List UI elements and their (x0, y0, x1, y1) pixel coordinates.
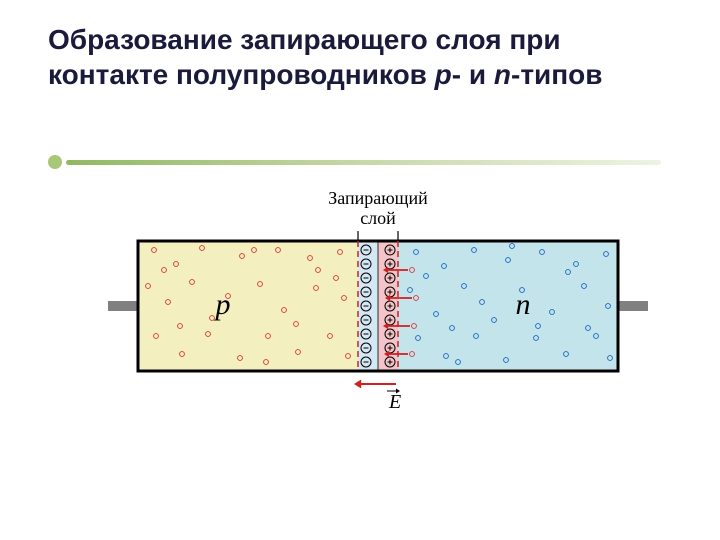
title-p: p (435, 59, 452, 90)
title-between: - и (452, 59, 494, 90)
svg-text:Запирающий: Запирающий (328, 188, 428, 208)
slide-title: Образование запирающего слоя при контакт… (48, 22, 680, 92)
bullet-icon (48, 155, 62, 169)
title-part2: -типов (511, 59, 602, 90)
svg-text:p: p (214, 288, 231, 321)
svg-text:n: n (516, 288, 531, 321)
title-underline (66, 160, 661, 165)
svg-text:E: E (388, 391, 401, 413)
pn-junction-diagram: Запирающийслой p n E (108, 186, 648, 426)
title-n: n (494, 59, 511, 90)
diagram-svg: Запирающийслой p n E (108, 186, 648, 426)
svg-text:слой: слой (360, 208, 396, 228)
